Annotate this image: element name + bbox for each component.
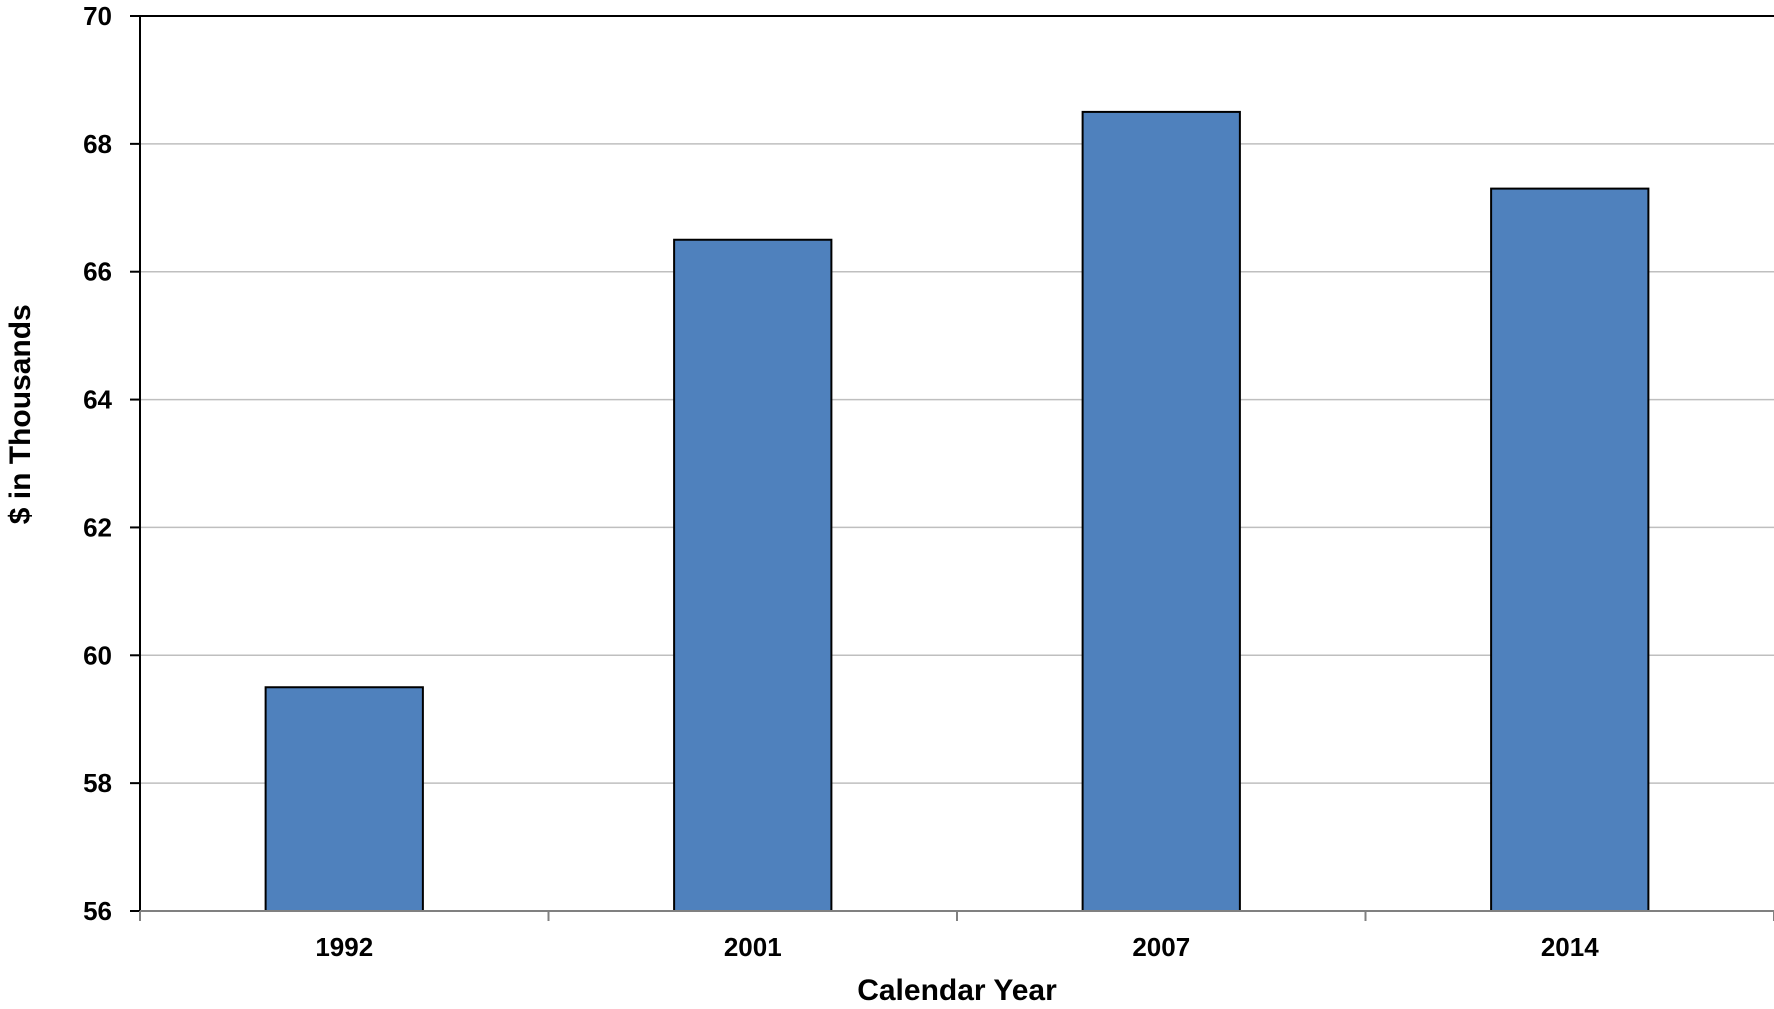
x-tick-label: 1992 (315, 932, 373, 962)
y-tick-label: 58 (83, 768, 112, 798)
x-tick-label: 2007 (1132, 932, 1190, 962)
bar-2014 (1490, 187, 1650, 913)
y-tick-label: 66 (83, 257, 112, 287)
y-tick-label: 56 (83, 896, 112, 926)
axes (130, 15, 1774, 921)
y-tick-labels: 56 58 60 62 64 66 68 70 (83, 1, 112, 926)
x-tick-label: 2001 (724, 932, 782, 962)
bars (264, 110, 1650, 913)
y-tick-label: 68 (83, 129, 112, 159)
x-tick-label: 2014 (1541, 932, 1599, 962)
bar-2001 (673, 238, 833, 912)
y-tick-label: 64 (83, 385, 112, 415)
y-tick-label: 70 (83, 1, 112, 31)
y-axis-title: $ in Thousands (4, 304, 37, 524)
y-tick-label: 62 (83, 512, 112, 542)
bar-1992 (264, 686, 424, 912)
y-tick-label: 60 (83, 640, 112, 670)
bar-2007 (1081, 110, 1241, 912)
x-axis-title: Calendar Year (857, 974, 1057, 1007)
x-tick-labels: 1992 2001 2007 2014 (315, 932, 1599, 962)
